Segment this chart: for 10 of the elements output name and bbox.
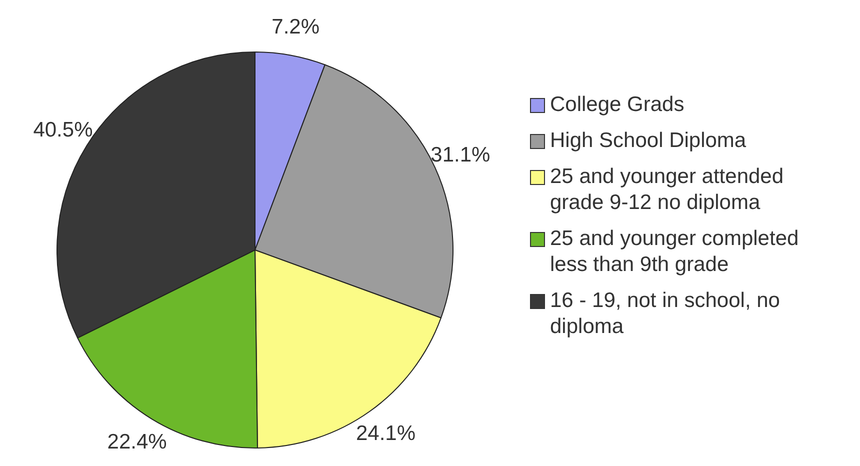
data-label: 40.5% bbox=[33, 118, 93, 142]
legend-label: 16 - 19, not in school, no diploma bbox=[550, 288, 781, 340]
legend-label: 25 and younger completed less than 9th grade bbox=[550, 226, 800, 278]
data-label: 22.4% bbox=[107, 430, 167, 454]
data-label: 31.1% bbox=[430, 144, 490, 167]
data-label: 7.2% bbox=[272, 15, 320, 38]
legend-label: 25 and younger attended grade 9-12 no diploma bbox=[550, 164, 785, 216]
data-label: 24.1% bbox=[356, 422, 416, 446]
legend-label: High School Diploma bbox=[550, 128, 746, 154]
legend-label: College Grads bbox=[550, 92, 684, 118]
